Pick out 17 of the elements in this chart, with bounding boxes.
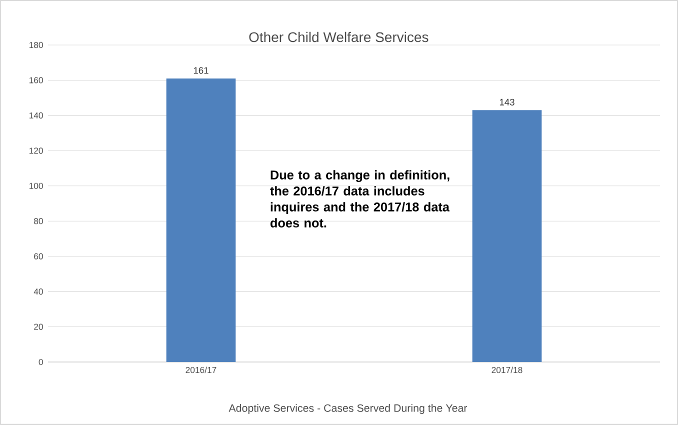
y-tick-label: 120 [30, 148, 43, 154]
data-label: 161 [194, 67, 208, 74]
x-tick-label: 2017/18 [492, 366, 522, 374]
x-axis-title: Adoptive Services - Cases Served During the Year [228, 404, 468, 414]
y-tick-label: 0 [38, 358, 43, 366]
data-label: 143 [500, 98, 514, 106]
y-tick-label: 160 [30, 77, 43, 84]
y-tick-label: 180 [30, 42, 43, 48]
chart-title: Other Child Welfare Services [249, 32, 428, 42]
y-tick-label: 80 [34, 218, 43, 224]
y-tick-label: 140 [30, 112, 43, 119]
y-tick-label: 40 [34, 288, 43, 295]
y-tick-label: 100 [30, 182, 43, 189]
annotation: Due to a change in definition, the 2016/17 data includes inquires and the 2017/18 data does not. [270, 170, 450, 228]
x-tick-label: 2016/17 [186, 366, 216, 374]
y-tick-label: 60 [34, 253, 43, 260]
y-tick-label: 20 [34, 324, 43, 330]
